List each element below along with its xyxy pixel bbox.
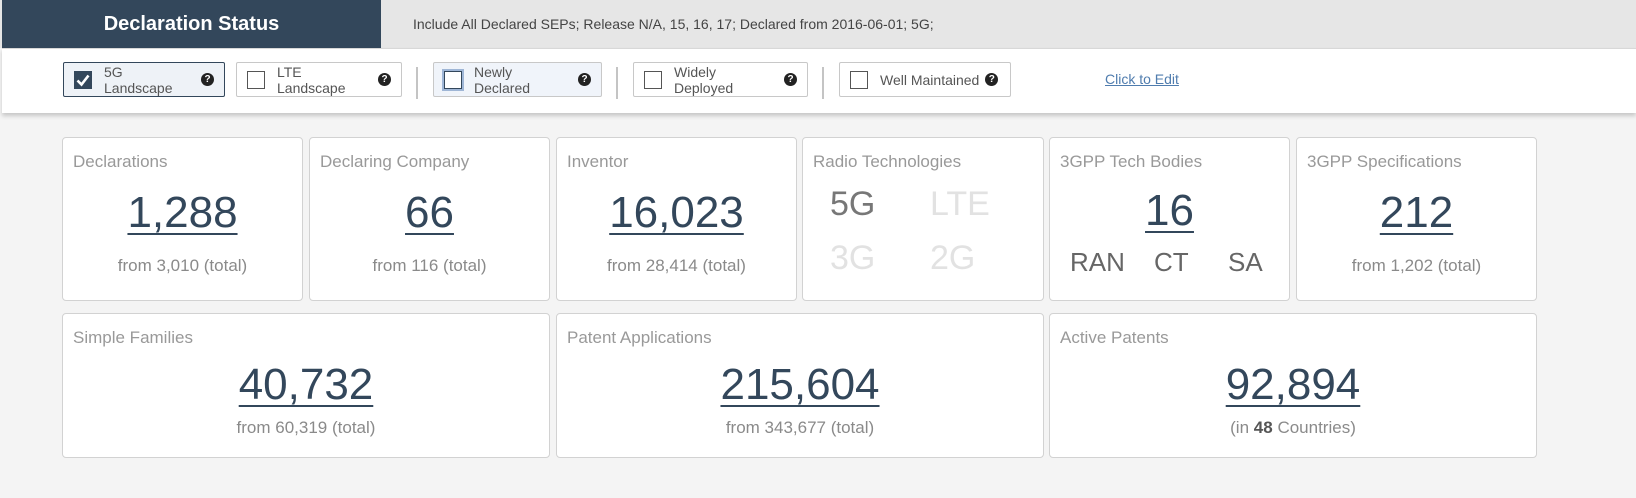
filter-label: Well Maintained: [880, 71, 980, 88]
tech-2g[interactable]: 2G: [930, 239, 976, 277]
card-label: Inventor: [567, 152, 629, 171]
card-simple-families: Simple Families 40,732 from 60,319 (tota…: [62, 313, 550, 458]
tech-5g[interactable]: 5G: [830, 185, 876, 223]
filter-lte-landscape[interactable]: LTE Landscape ?: [236, 62, 402, 97]
filter-label: LTE Landscape: [277, 63, 346, 96]
help-icon[interactable]: ?: [201, 73, 214, 86]
click-to-edit-link[interactable]: Click to Edit: [1105, 71, 1179, 87]
help-icon[interactable]: ?: [578, 73, 591, 86]
checkbox-well-maintained[interactable]: [850, 70, 868, 89]
card-active-patents: Active Patents 92,894 (in 48 Countries): [1049, 313, 1537, 458]
filter-5g-landscape[interactable]: 5G Landscape ?: [63, 62, 225, 97]
card-label: Patent Applications: [567, 328, 712, 347]
card-label: Radio Technologies: [813, 152, 962, 171]
body-sa[interactable]: SA: [1228, 247, 1263, 277]
help-icon[interactable]: ?: [985, 73, 999, 86]
inventor-total: from 28,414 (total): [607, 256, 746, 275]
active-patents-value[interactable]: 92,894: [1225, 360, 1361, 409]
card-declarations: Declarations 1,288 from 3,010 (total): [62, 137, 303, 301]
check-icon: [76, 74, 90, 86]
card-label: Declaring Company: [320, 152, 470, 171]
card-label: 3GPP Tech Bodies: [1060, 152, 1203, 171]
card-radio-technologies: Radio Technologies 5G LTE 3G 2G: [802, 137, 1044, 301]
checkbox-widely-deployed[interactable]: [644, 70, 662, 89]
specifications-value[interactable]: 212: [1379, 188, 1454, 237]
checkbox-newly-declared[interactable]: [444, 70, 462, 89]
simple-families-total: from 60,319 (total): [236, 418, 376, 437]
declarations-value[interactable]: 1,288: [127, 188, 238, 237]
tech-bodies-value[interactable]: 16: [1145, 186, 1194, 235]
divider: [416, 67, 418, 99]
card-patent-applications: Patent Applications 215,604 from 343,677…: [556, 313, 1044, 458]
header-bar: Declaration Status Include All Declared …: [0, 0, 1636, 48]
page-title: Declaration Status: [2, 0, 381, 48]
divider: [616, 67, 618, 99]
simple-families-value[interactable]: 40,732: [238, 360, 374, 409]
declaring-company-value[interactable]: 66: [405, 188, 454, 237]
specifications-total: from 1,202 (total): [1351, 256, 1482, 275]
card-inventor: Inventor 16,023 from 28,414 (total): [556, 137, 797, 301]
filter-newly-declared[interactable]: Newly Declared ?: [433, 62, 602, 97]
body-ran[interactable]: RAN: [1070, 247, 1125, 277]
filter-bar: 5G Landscape ? LTE Landscape ? Newly Dec…: [2, 48, 1636, 113]
active-patents-countries: (in 48 Countries): [1050, 418, 1536, 438]
filter-well-maintained[interactable]: Well Maintained ?: [839, 62, 1011, 97]
filter-widely-deployed[interactable]: Widely Deployed ?: [633, 62, 808, 97]
filter-label: Newly Declared: [474, 63, 531, 96]
divider: [822, 67, 824, 99]
patent-applications-total: from 343,677 (total): [725, 418, 875, 437]
card-label: 3GPP Specifications: [1307, 152, 1462, 171]
filter-label: Widely Deployed: [674, 63, 734, 96]
filter-label: 5G Landscape: [104, 63, 173, 96]
card-declaring-company: Declaring Company 66 from 116 (total): [309, 137, 550, 301]
body-ct[interactable]: CT: [1154, 247, 1189, 277]
card-label: Simple Families: [73, 328, 193, 347]
card-label: Declarations: [73, 152, 168, 171]
card-label: Active Patents: [1060, 328, 1169, 347]
declarations-total: from 3,010 (total): [117, 256, 248, 275]
declaring-company-total: from 116 (total): [372, 256, 487, 275]
help-icon[interactable]: ?: [784, 73, 797, 86]
tech-3g[interactable]: 3G: [830, 239, 876, 277]
tech-lte[interactable]: LTE: [930, 185, 990, 223]
countries-count: 48: [1253, 418, 1273, 437]
inventor-value[interactable]: 16,023: [609, 188, 744, 237]
filter-summary: Include All Declared SEPs; Release N/A, …: [413, 16, 934, 32]
checkbox-lte-landscape[interactable]: [247, 70, 265, 89]
card-3gpp-tech-bodies: 3GPP Tech Bodies 16 RAN CT SA: [1049, 137, 1290, 301]
help-icon[interactable]: ?: [378, 73, 391, 86]
countries-suffix: Countries): [1277, 418, 1356, 437]
patent-applications-value[interactable]: 215,604: [720, 360, 880, 409]
countries-prefix: (in: [1230, 418, 1250, 437]
checkbox-5g-landscape[interactable]: [74, 70, 92, 89]
card-3gpp-specifications: 3GPP Specifications 212 from 1,202 (tota…: [1296, 137, 1537, 301]
